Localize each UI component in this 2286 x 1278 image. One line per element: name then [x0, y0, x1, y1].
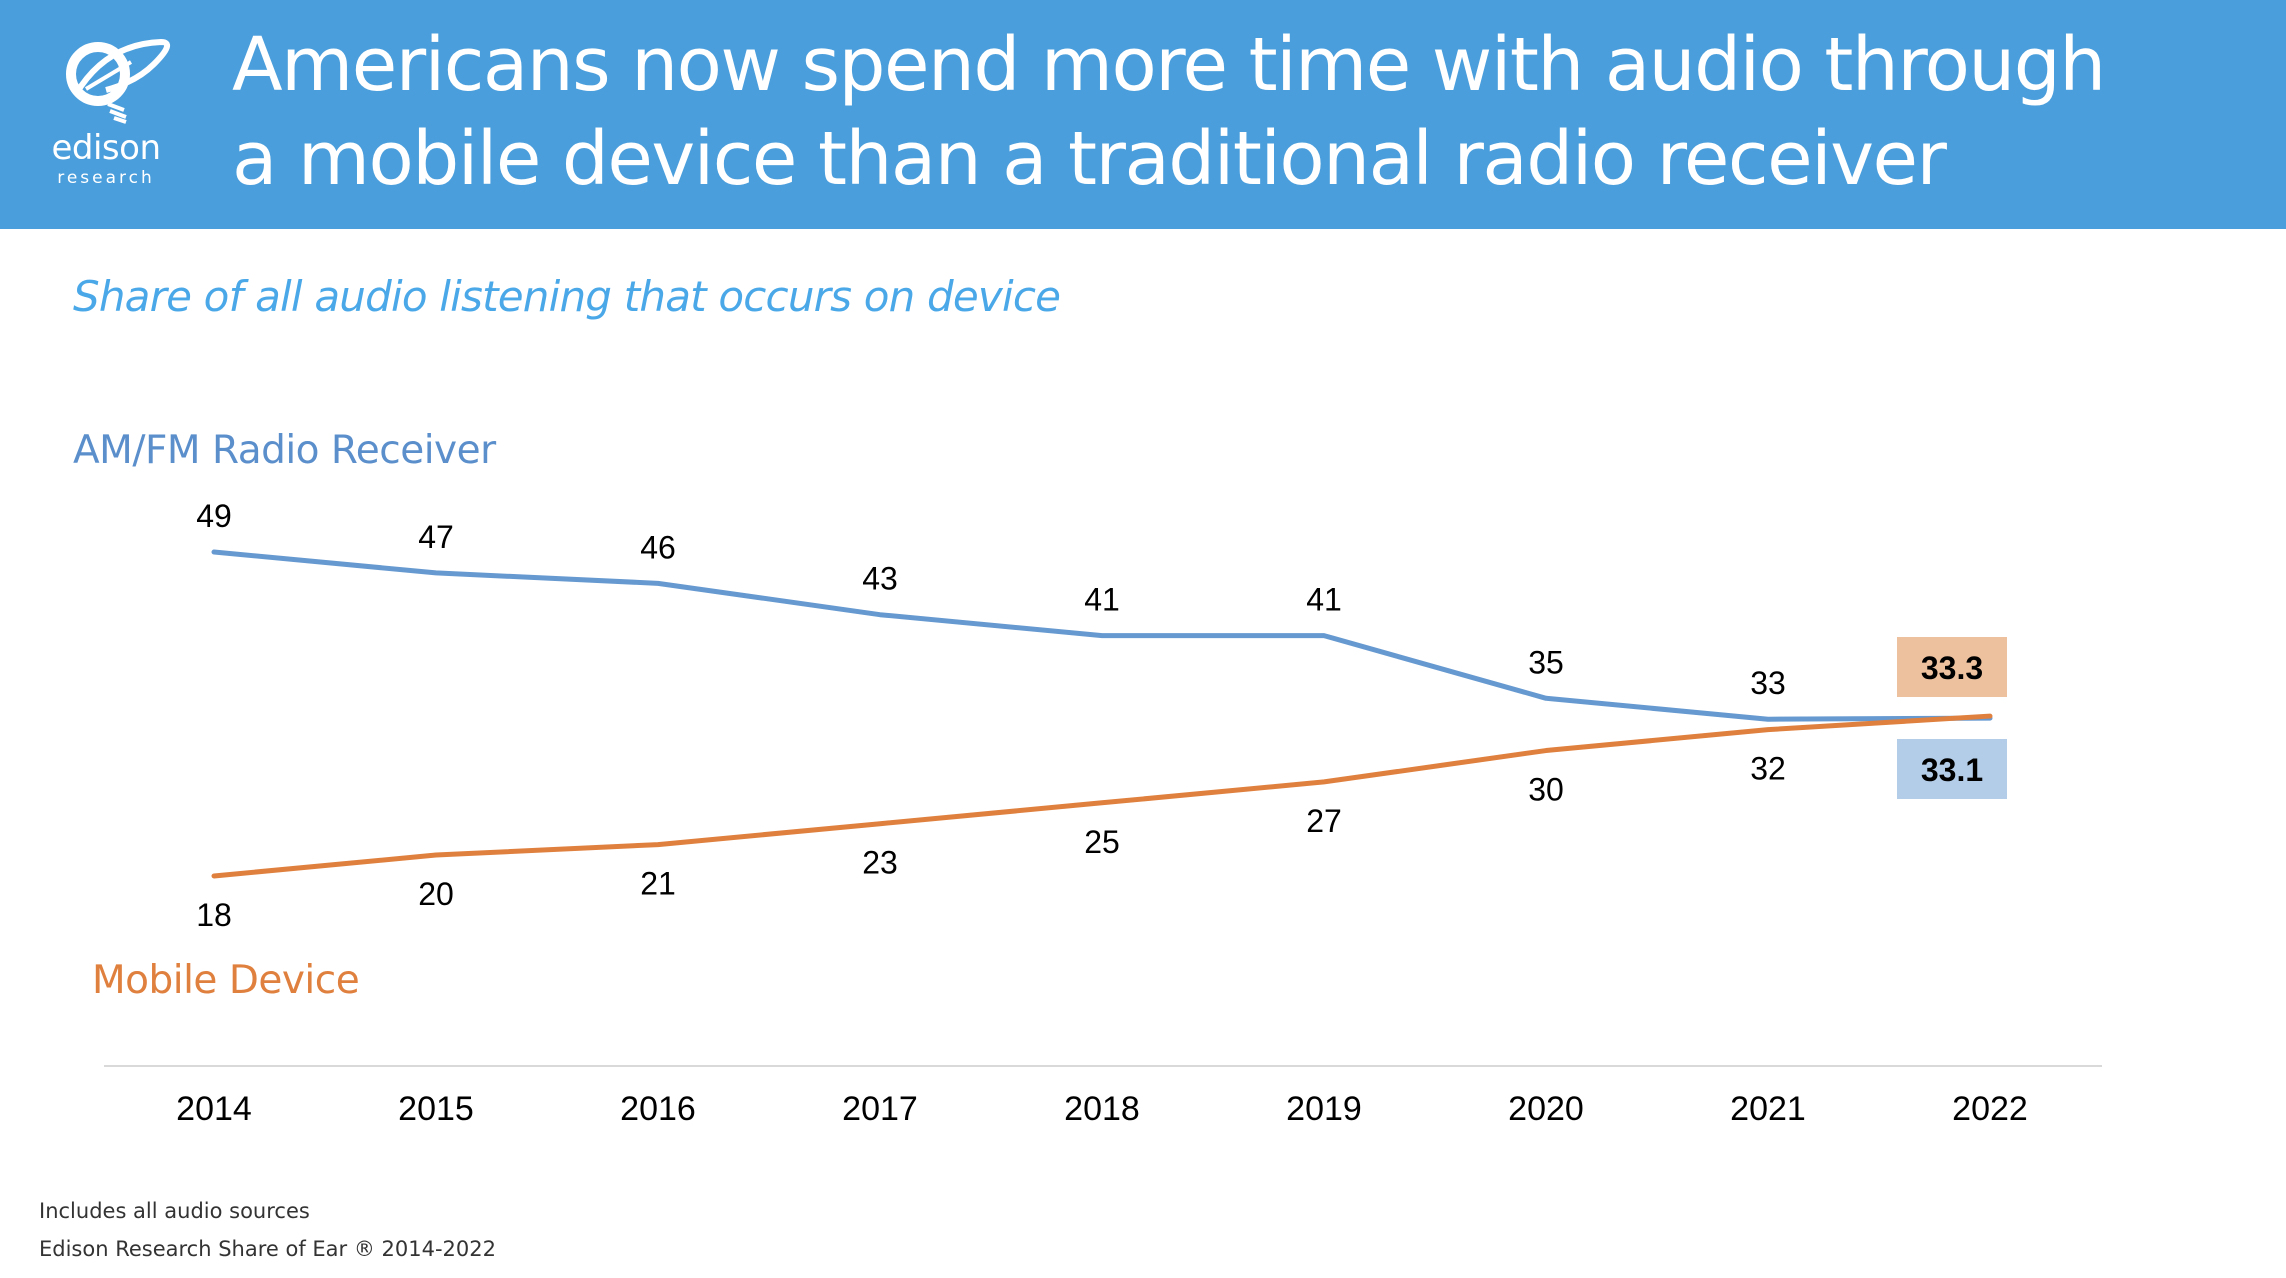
data-label: 30: [1528, 772, 1564, 808]
title-line-2: a mobile device than a traditional radio…: [232, 116, 1947, 202]
data-label: 47: [418, 519, 454, 555]
page-title: Americans now spend more time with audio…: [232, 18, 2106, 206]
edison-research-logo: edison research: [36, 34, 176, 194]
x-tick-label: 2018: [1064, 1090, 1140, 1128]
data-label: 49: [196, 498, 232, 534]
data-label: 23: [862, 845, 898, 881]
data-label: 33: [1750, 665, 1786, 701]
x-tick-label: 2016: [620, 1090, 696, 1128]
x-tick-label: 2014: [176, 1090, 252, 1128]
logo-subword: research: [57, 168, 155, 188]
lightbulb-orbit-logo-icon: [66, 38, 171, 124]
data-label: 43: [862, 561, 898, 597]
data-label: 18: [196, 897, 232, 933]
data-label: 25: [1084, 824, 1120, 860]
data-label: 41: [1084, 582, 1120, 618]
x-tick-label: 2017: [842, 1090, 918, 1128]
x-tick-label: 2021: [1730, 1090, 1806, 1128]
x-tick-label: 2020: [1508, 1090, 1584, 1128]
final-value-box-radio: [1897, 739, 2007, 799]
x-tick-label: 2022: [1952, 1090, 2028, 1128]
x-tick-label: 2019: [1286, 1090, 1362, 1128]
series-label-mobile: Mobile Device: [92, 958, 360, 1003]
data-label: 33.1: [1921, 752, 1983, 788]
data-label: 27: [1306, 803, 1342, 839]
data-label: 32: [1750, 751, 1786, 787]
data-label: 21: [640, 866, 676, 902]
footer-note: Includes all audio sources: [39, 1199, 310, 1223]
logo-wordmark: edison: [51, 128, 161, 168]
footer-source: Edison Research Share of Ear ® 2014-2022: [39, 1237, 496, 1261]
data-label: 41: [1306, 582, 1342, 618]
data-label: 20: [418, 876, 454, 912]
title-line-1: Americans now spend more time with audio…: [232, 22, 2106, 108]
data-label: 46: [640, 529, 676, 565]
data-label: 35: [1528, 644, 1564, 680]
chart-subtitle: Share of all audio listening that occurs…: [73, 272, 1061, 321]
x-tick-label: 2015: [398, 1090, 474, 1128]
header-banner: edison research Americans now spend more…: [0, 0, 2286, 229]
series-label-radio: AM/FM Radio Receiver: [73, 428, 496, 473]
data-label: 33.3: [1921, 650, 1983, 686]
final-value-box-mobile: [1897, 637, 2007, 697]
